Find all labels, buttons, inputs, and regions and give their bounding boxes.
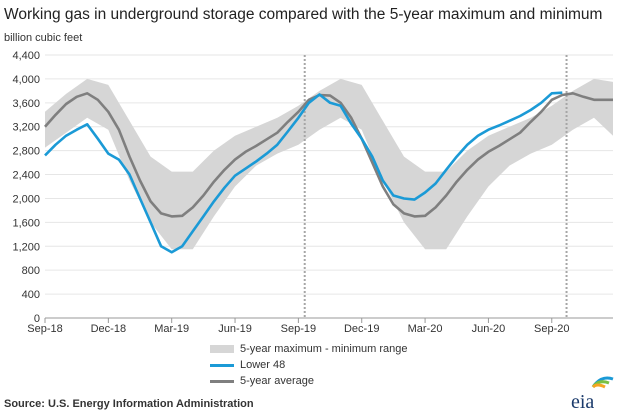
legend-swatch-average: [210, 379, 234, 383]
legend-item-range: 5-year maximum - minimum range: [210, 341, 407, 357]
x-tick-label: Jun-20: [472, 323, 506, 335]
legend-label-lower48: Lower 48: [240, 359, 286, 371]
y-tick-label: 3,600: [12, 98, 40, 110]
legend-item-lower48: Lower 48: [210, 357, 407, 373]
x-tick-label: Mar-20: [408, 323, 443, 335]
y-tick-label: 1,600: [12, 217, 40, 229]
y-tick-label: 4,400: [12, 50, 40, 62]
y-tick-label: 0: [34, 313, 40, 325]
eia-logo-text: eia: [571, 391, 594, 411]
legend-label-range: 5-year maximum - minimum range: [240, 343, 408, 355]
legend-swatch-range: [210, 345, 234, 353]
y-tick-label: 3,200: [12, 122, 40, 134]
x-tick-label: Sep-19: [281, 323, 316, 335]
y-tick-label: 2,000: [12, 193, 40, 205]
y-tick-label: 2,800: [12, 146, 40, 158]
range-band: [45, 78, 613, 250]
y-tick-label: 4,000: [12, 74, 40, 86]
legend-swatch-lower48: [210, 363, 234, 367]
y-tick-label: 800: [22, 265, 40, 277]
x-tick-label: Dec-18: [91, 323, 126, 335]
x-tick-label: Jun-19: [218, 323, 252, 335]
legend-label-average: 5-year average: [240, 375, 314, 387]
x-tick-label: Sep-20: [534, 323, 569, 335]
x-tick-label: Sep-18: [27, 323, 62, 335]
y-tick-label: 2,400: [12, 170, 40, 182]
y-tick-label: 400: [22, 289, 40, 301]
lower48-line: [44, 91, 563, 254]
average-line: [44, 92, 613, 218]
chart-title: Working gas in underground storage compa…: [4, 6, 603, 23]
x-tick-label: Mar-19: [154, 323, 189, 335]
legend-item-average: 5-year average: [210, 373, 407, 389]
x-tick-label: Dec-19: [344, 323, 379, 335]
eia-logo: eia: [571, 376, 614, 411]
chart-legend: 5-year maximum - minimum range Lower 48 …: [210, 341, 407, 389]
y-tick-label: 1,200: [12, 241, 40, 253]
y-axis-unit-label: billion cubic feet: [4, 32, 83, 44]
source-note: Source: U.S. Energy Information Administ…: [4, 398, 254, 410]
